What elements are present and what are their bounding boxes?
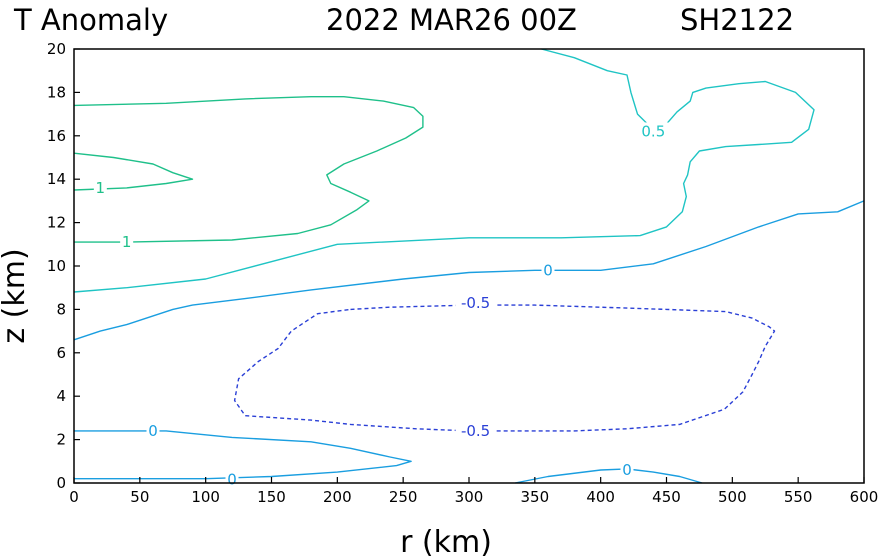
y-tick-label: 18 [47, 83, 66, 101]
contour-line-cneg05 [233, 304, 776, 432]
plot-frame [73, 48, 865, 484]
x-tick-label: 100 [191, 488, 220, 506]
y-axis-ticks: 0 2 4 6 8 10 12 14 16 18 20 [47, 40, 80, 492]
y-tick-label: 0 [56, 474, 66, 492]
contour-label-c0-main: 0 [543, 261, 553, 279]
x-tick-label: 0 [69, 488, 79, 506]
x-tick-label: 200 [323, 488, 352, 506]
contour-label-bg [637, 122, 669, 140]
y-tick-label: 12 [47, 214, 66, 232]
contour-label-bg [455, 421, 496, 439]
x-tick-label: 450 [652, 488, 681, 506]
x-tick-label: 150 [257, 488, 286, 506]
y-tick-label: 2 [56, 431, 66, 449]
x-tick-label: 600 [850, 488, 879, 506]
y-tick-label: 20 [47, 40, 66, 58]
contour-line-c0-main [73, 200, 865, 341]
x-tick-label: 350 [521, 488, 550, 506]
contour-label-c0-bottom: 0 [622, 461, 632, 479]
contour-line-c0-low [74, 430, 412, 480]
contour-label-cneg05: -0.5 [461, 422, 490, 440]
x-tick-label: 550 [784, 488, 813, 506]
y-tick-label: 4 [56, 387, 66, 405]
contour-label-c0-low: 0 [148, 422, 158, 440]
contour-line-c0-bottom [514, 468, 703, 484]
contour-label-bg [120, 233, 134, 251]
y-tick-label: 14 [47, 170, 66, 188]
contour-label-bg [541, 261, 555, 279]
x-axis-label: r (km) [400, 525, 492, 559]
x-tick-label: 400 [586, 488, 615, 506]
y-tick-label: 8 [56, 300, 66, 318]
chart-title-right: SH2122 [680, 3, 794, 37]
contour-lines [73, 48, 865, 484]
contour-label-c05-upper: 0.5 [641, 122, 665, 140]
y-axis-label: z (km) [0, 248, 32, 343]
x-axis-ticks: 0 50 100 150 200 250 300 350 400 450 500 550 600 [69, 477, 878, 506]
contour-label-bg [455, 293, 496, 311]
contour-labels: 1 1 0.5 0 0 0 0 -0.5 -0.5 [93, 122, 669, 489]
contour-line-c1-upper [73, 95, 424, 243]
contour-label-bg [620, 460, 634, 478]
chart-title-center: 2022 MAR26 00Z [326, 3, 577, 37]
contour-label-c1-lobe: 1 [96, 179, 106, 197]
x-tick-label: 50 [130, 488, 149, 506]
y-tick-label: 16 [47, 127, 66, 145]
contour-label-bg [93, 178, 107, 196]
contour-label-cneg05: -0.5 [461, 294, 490, 312]
contour-line-c1-lobe [73, 152, 194, 191]
contour-label-c0-low: 0 [227, 471, 237, 489]
y-tick-label: 6 [56, 344, 66, 362]
contour-label-c1-upper: 1 [122, 233, 132, 251]
contour-line-c05-upper [73, 48, 815, 293]
x-tick-label: 250 [389, 488, 418, 506]
y-tick-label: 10 [47, 257, 66, 275]
x-tick-label: 500 [718, 488, 747, 506]
contour-label-bg [146, 421, 160, 439]
x-tick-label: 300 [455, 488, 484, 506]
chart-title-left: T Anomaly [13, 3, 168, 37]
